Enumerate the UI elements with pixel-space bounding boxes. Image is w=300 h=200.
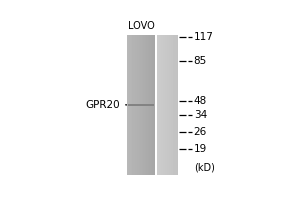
Text: 34: 34 <box>194 110 207 120</box>
Text: 117: 117 <box>194 32 214 42</box>
Text: 85: 85 <box>194 56 207 66</box>
Bar <box>127 103 155 107</box>
Text: 19: 19 <box>194 144 207 154</box>
Text: (kD): (kD) <box>194 163 214 173</box>
Bar <box>128 104 154 106</box>
Text: GPR20: GPR20 <box>85 100 128 110</box>
Text: LOVO: LOVO <box>128 21 154 31</box>
Text: 26: 26 <box>194 127 207 137</box>
Text: 48: 48 <box>194 96 207 106</box>
